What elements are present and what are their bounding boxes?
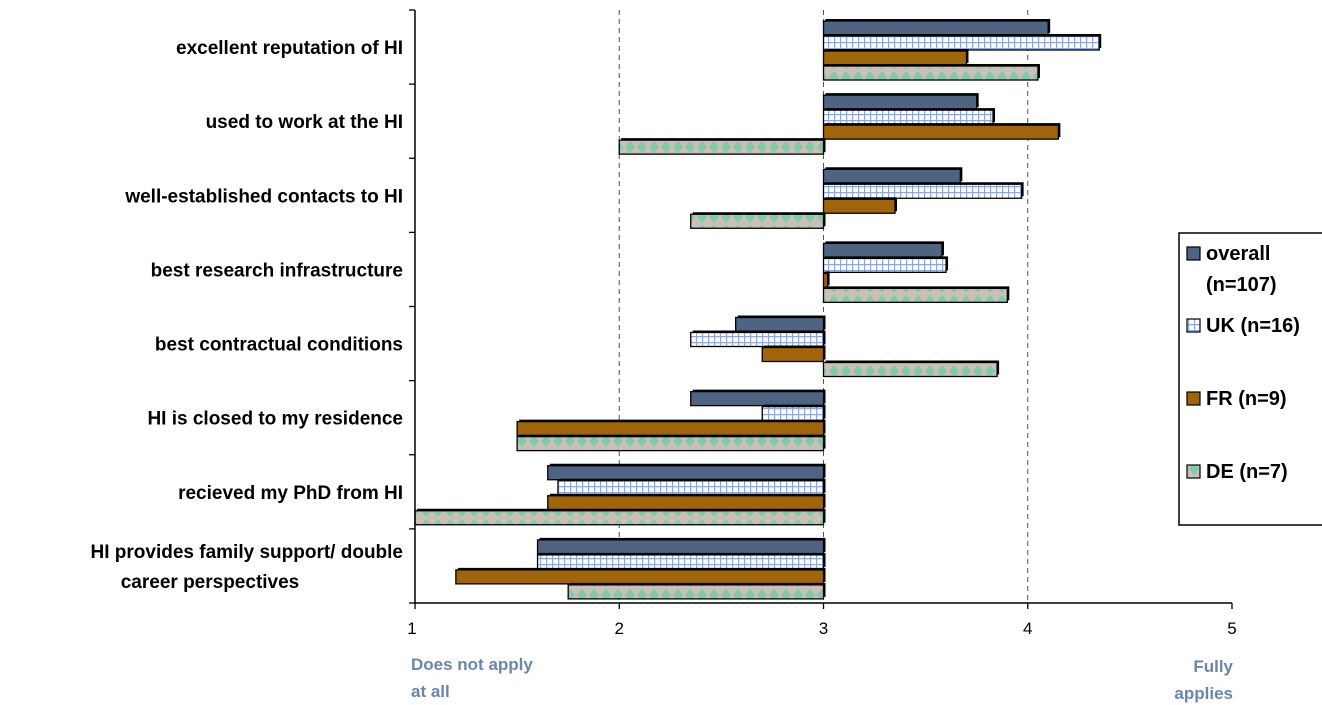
category-label-3: well-established contacts to HI (124, 186, 403, 207)
category-label-8: career perspectives (121, 572, 300, 593)
bar-overall-4 (822, 242, 943, 259)
x-tick-label-2: 2 (615, 619, 624, 638)
bar-de-2 (618, 139, 825, 155)
scale-note-low: at all (411, 682, 450, 701)
scale-note-high: applies (1174, 684, 1233, 703)
category-label-4: best research infrastructure (151, 260, 403, 281)
category-label-1: excellent reputation of HI (176, 38, 403, 59)
bar-overall-6 (690, 390, 825, 407)
bar-overall-1 (822, 20, 1049, 36)
category-label-8: HI provides family support/ double (91, 542, 403, 563)
bar-uk-3 (822, 183, 1023, 199)
legend-swatch-overall (1186, 246, 1201, 261)
bar-de-7 (414, 510, 825, 526)
plot-area: excellent reputation of HI used to work a… (91, 9, 1237, 703)
bar-fr-6 (516, 420, 825, 437)
bar-de-4 (822, 287, 1008, 304)
category-label-2: used to work at the HI (206, 112, 403, 133)
bar-fr-8 (455, 569, 825, 585)
bar-uk-7 (557, 480, 825, 496)
legend-swatch-de (1186, 464, 1201, 479)
bar-uk-6 (761, 405, 825, 422)
category-label-6: HI is closed to my residence (147, 409, 403, 430)
scale-note-low: Does not apply (411, 655, 533, 674)
bar-fr-2 (822, 124, 1060, 140)
legend-label-uk: UK (n=16) (1206, 315, 1300, 337)
bar-de-1 (822, 65, 1039, 81)
bar-overall-3 (822, 168, 961, 184)
legend-box (1178, 232, 1322, 526)
bar-uk-1 (822, 35, 1100, 51)
x-tick-label-5: 5 (1227, 619, 1236, 638)
bar-overall-8 (536, 539, 825, 555)
bar-de-3 (690, 213, 825, 229)
bar-overall-7 (547, 465, 825, 481)
legend-swatch-uk (1186, 318, 1201, 333)
bar-de-6 (516, 435, 825, 452)
x-tick-label-1: 1 (407, 619, 416, 638)
legend-label-overall: overall (1206, 243, 1270, 265)
scale-note-high: Fully (1193, 657, 1233, 676)
bar-de-8 (567, 584, 825, 600)
bar-de-5 (822, 361, 998, 378)
bar-overall-2 (822, 94, 978, 110)
bar-uk-4 (822, 257, 947, 274)
legend-label-de: DE (n=7) (1206, 461, 1288, 483)
bar-fr-3 (822, 198, 896, 214)
bar-fr-5 (761, 346, 825, 363)
bar-overall-5 (735, 316, 825, 333)
legend-label-overall: (n=107) (1206, 274, 1277, 296)
bar-fr-4 (822, 272, 829, 289)
bar-fr-7 (547, 495, 825, 511)
bar-uk-2 (822, 109, 994, 125)
legend-swatch-fr (1186, 391, 1201, 406)
bar-uk-8 (536, 554, 825, 570)
x-tick-label-4: 4 (1023, 619, 1032, 638)
category-label-7: recieved my PhD from HI (178, 483, 403, 504)
x-tick-label-3: 3 (819, 619, 828, 638)
bar-uk-5 (690, 331, 825, 348)
legend: overall (n=107) UK (n=16) FR (n=9) DE (n=7) (1178, 232, 1322, 526)
category-label-5: best contractual conditions (155, 335, 403, 356)
legend-label-fr: FR (n=9) (1206, 388, 1287, 410)
bar-fr-1 (822, 50, 968, 66)
